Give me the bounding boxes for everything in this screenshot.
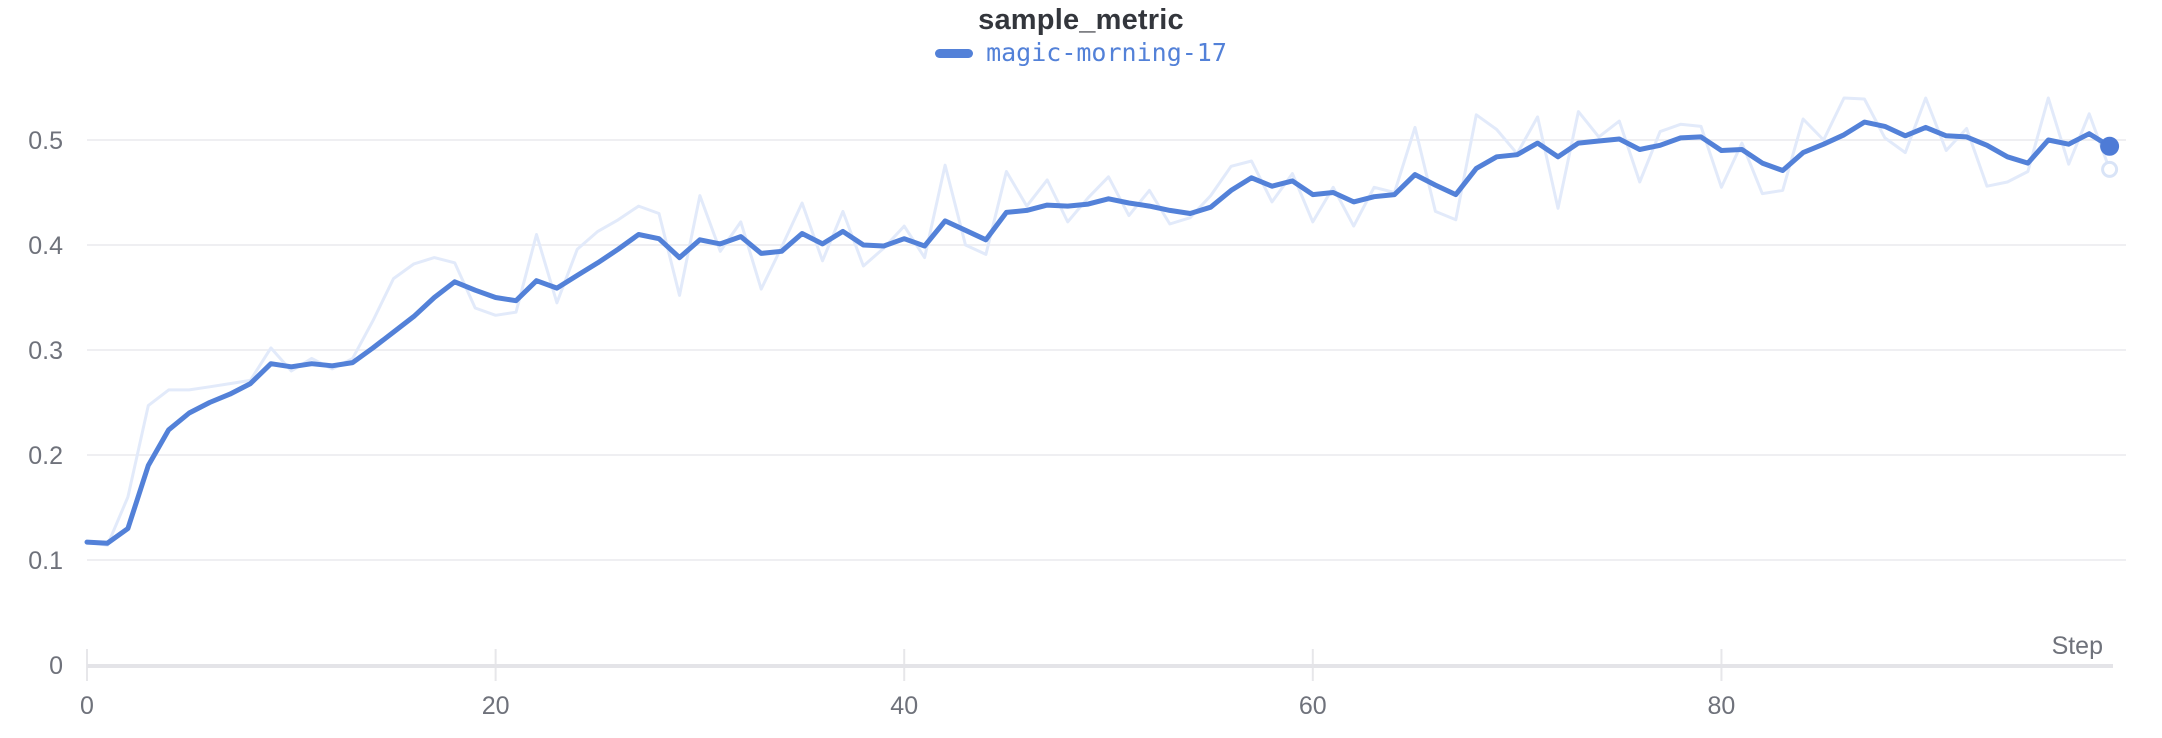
chart-title: sample_metric [978,4,1184,36]
axes [86,649,2113,681]
y-tick-label: 0.4 [28,232,63,260]
y-tick-label: 0.3 [28,337,63,365]
gridlines [87,139,2126,561]
y-tick-label: 0.2 [28,442,63,470]
x-axis-label: Step [2052,632,2103,660]
x-tick-label: 60 [1299,692,1327,720]
series-lines [84,96,2120,547]
y-tick-label: 0.1 [28,547,63,575]
x-tick-label: 40 [890,692,918,720]
x-tick-label: 20 [482,692,510,720]
series-line-smoothed [84,119,2113,546]
x-tick-label: 0 [80,692,94,720]
legend-run-label: magic-morning-17 [986,38,1227,67]
x-tick-label: 80 [1708,692,1736,720]
chart-legend: magic-morning-17 [0,40,2162,66]
tick-labels: 0 0.1 0.2 0.3 0.4 0.5 0 20 40 60 80 [28,127,1735,720]
smoothed-endpoint-dot [2100,136,2120,156]
legend-line-marker-icon [935,48,974,58]
legend-item[interactable]: magic-morning-17 [935,40,1227,66]
raw-endpoint-ring [2101,160,2119,178]
y-tick-label: 0 [49,652,63,680]
y-tick-label: 0.5 [28,127,63,155]
series-line-raw-unsmoothed [85,96,2112,547]
